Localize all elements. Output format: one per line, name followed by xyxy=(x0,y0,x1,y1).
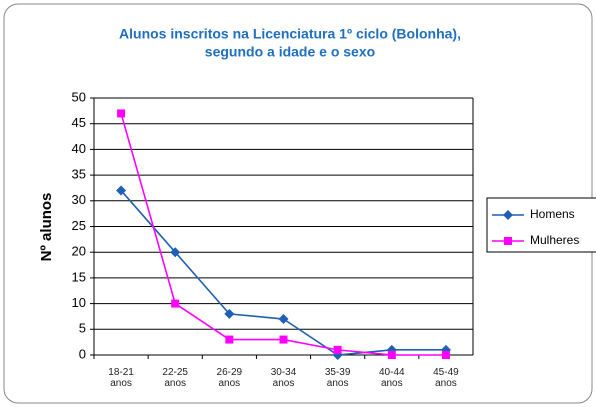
point xyxy=(387,351,396,359)
point xyxy=(116,185,127,196)
chart-title: Alunos inscritos na Licenciatura 1º cicl… xyxy=(119,26,461,42)
y-tick-label: 35 xyxy=(72,167,86,182)
point xyxy=(224,308,235,319)
point xyxy=(225,335,234,344)
y-tick-label: 40 xyxy=(72,141,86,156)
legend-marker xyxy=(503,210,513,220)
y-tick-label: 50 xyxy=(72,89,86,104)
point xyxy=(279,335,288,344)
y-tick-label: 25 xyxy=(72,218,86,233)
x-tick-label: 40-44 anos xyxy=(378,367,405,389)
chart-title: segundo a idade e o sexo xyxy=(205,44,375,60)
point xyxy=(117,109,126,118)
y-tick-label: 0 xyxy=(79,346,86,361)
x-tick-label: 22-25 anos xyxy=(162,367,188,389)
series-line xyxy=(120,189,446,356)
point xyxy=(170,247,181,258)
y-tick-label: 10 xyxy=(72,295,86,310)
x-tick-label: 35-39 anos xyxy=(324,367,351,389)
point xyxy=(171,299,180,308)
x-tick-label: 45-49 anos xyxy=(433,367,459,389)
point xyxy=(278,314,289,325)
point xyxy=(441,351,450,359)
y-axis-label: Nº alunos xyxy=(38,193,55,262)
y-tick-label: 30 xyxy=(72,192,86,207)
legend-marker xyxy=(504,237,512,245)
y-tick-label: 20 xyxy=(72,244,86,259)
y-tick-label: 45 xyxy=(72,115,86,130)
x-tick-label: 30-34 anos xyxy=(270,367,297,389)
point xyxy=(333,345,342,354)
x-tick-label: 18-21 anos xyxy=(108,367,134,389)
x-tick-label: 26-29 anos xyxy=(216,367,243,389)
y-tick-label: 5 xyxy=(79,321,86,336)
legend-label: Homens xyxy=(530,207,575,221)
y-tick-label: 15 xyxy=(72,269,86,284)
legend-label: Mulheres xyxy=(530,233,579,247)
